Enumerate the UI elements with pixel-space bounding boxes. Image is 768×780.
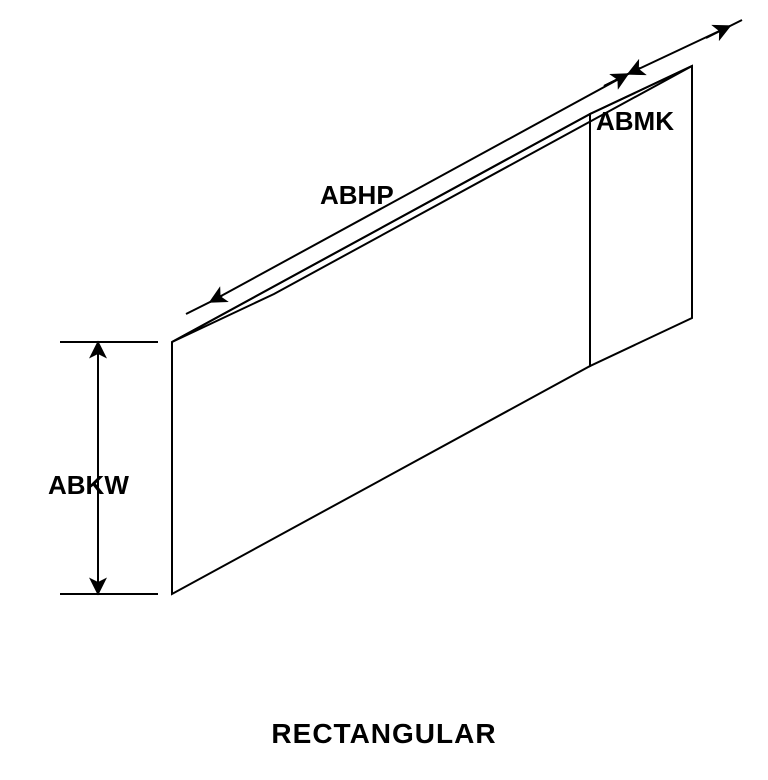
- height-label: ABKW: [48, 470, 129, 501]
- length-label: ABHP: [320, 180, 394, 211]
- diagram-caption: RECTANGULAR: [0, 718, 768, 750]
- width-label: ABMK: [596, 106, 674, 137]
- block-geometry: [172, 66, 692, 594]
